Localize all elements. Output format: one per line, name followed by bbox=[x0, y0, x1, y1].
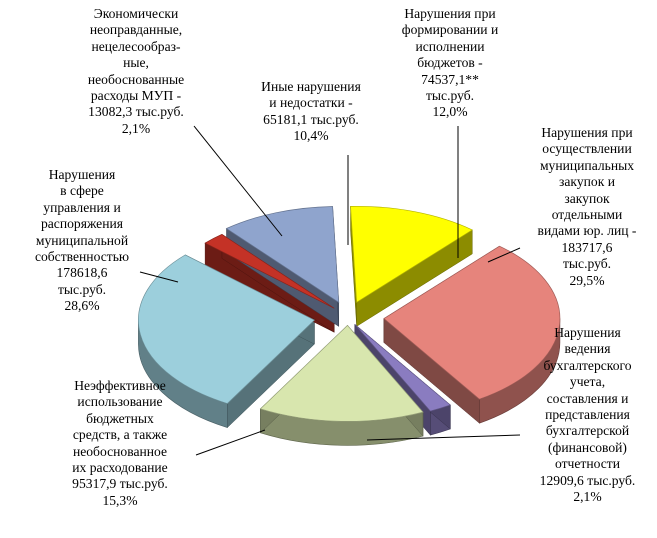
slice-label-budget: Нарушения при формировании и исполнении … bbox=[401, 6, 499, 120]
slice-label-inefficient: Неэффективное использование бюджетных ср… bbox=[72, 378, 168, 508]
slice-label-accounting: Нарушения ведения бухгалтерского учета, … bbox=[539, 325, 636, 505]
leader-line-mup bbox=[193, 125, 283, 237]
slice-property bbox=[138, 254, 315, 404]
leader-line-inefficient bbox=[195, 429, 266, 456]
slice-accounting bbox=[354, 324, 451, 412]
slice-procurement bbox=[383, 245, 561, 400]
slice-label-other: Иные нарушения и недостатки - 65181,1 ты… bbox=[261, 79, 361, 144]
slice-label-procurement: Нарушения при осуществлении муниципальны… bbox=[537, 125, 637, 288]
leader-line-property bbox=[139, 271, 179, 283]
leader-line-accounting bbox=[366, 434, 521, 441]
slice-inefficient bbox=[259, 324, 424, 422]
slice-label-mup: Экономически неоправданные, нецелесообра… bbox=[87, 6, 185, 136]
leader-line-procurement bbox=[487, 247, 521, 263]
slice-other bbox=[225, 206, 340, 304]
slice-mup bbox=[204, 233, 335, 309]
slice-budget bbox=[350, 205, 473, 303]
slice-label-property: Нарушения в сфере управления и распоряже… bbox=[34, 167, 130, 314]
